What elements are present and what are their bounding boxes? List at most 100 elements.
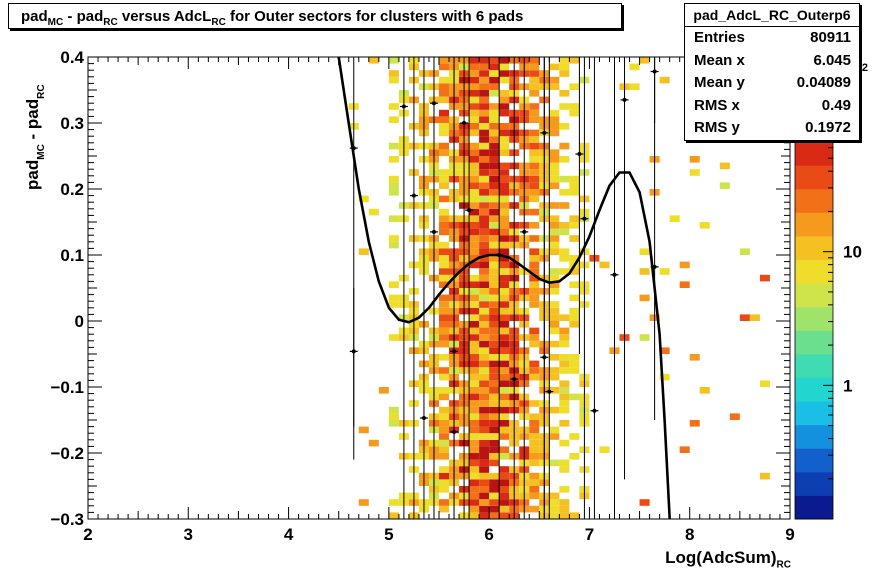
heatmap-cell: [689, 156, 700, 163]
heatmap-cell: [569, 314, 580, 321]
heatmap-cell: [529, 327, 540, 335]
color-scale-cell: [795, 283, 833, 308]
heatmap-cell: [549, 83, 560, 90]
heatmap-cell: [479, 235, 490, 242]
heatmap-cell: [388, 156, 399, 163]
heatmap-cell: [479, 294, 490, 302]
profile-point: [610, 57, 619, 519]
x-axis-label-sub: RC: [776, 559, 791, 571]
heatmap-cell: [479, 420, 490, 427]
heatmap-cell: [469, 175, 480, 183]
heatmap-cell: [479, 195, 490, 203]
heatmap-cell: [469, 208, 480, 216]
heatmap-cell: [479, 426, 490, 434]
heatmap-cell: [489, 83, 500, 90]
heatmap-cell: [739, 314, 750, 321]
heatmap-cell: [469, 499, 480, 506]
heatmap-cell: [659, 76, 670, 84]
heatmap-cell: [559, 340, 570, 348]
stats-row: Entries 80911: [685, 27, 859, 50]
heatmap-cell: [489, 420, 500, 427]
heatmap-cell: [439, 433, 450, 440]
color-scale-cell: [795, 165, 833, 190]
heatmap-cell: [679, 446, 690, 453]
heatmap-cell: [439, 255, 450, 262]
heatmap-cell: [659, 373, 670, 381]
heatmap-cell: [479, 492, 490, 500]
heatmap-cell: [569, 294, 580, 302]
heatmap-cell: [469, 76, 480, 84]
heatmap-cell: [388, 57, 399, 64]
heatmap-cell: [469, 142, 480, 150]
heatmap-cell: [679, 261, 690, 269]
heatmap-cell: [439, 307, 450, 315]
heatmap-cell: [499, 413, 510, 420]
heatmap-cell: [439, 486, 450, 493]
heatmap-cell: [549, 215, 560, 222]
heatmap-cell: [489, 162, 500, 170]
heatmap-cell: [549, 340, 560, 348]
heatmap-cell: [469, 459, 480, 467]
heatmap-cell: [469, 294, 480, 302]
heatmap-cell: [499, 486, 510, 493]
heatmap-cell: [439, 420, 450, 427]
heatmap-cell: [479, 268, 490, 275]
heatmap-cell: [529, 505, 540, 513]
heatmap-cell: [559, 255, 570, 262]
heatmap-cell: [549, 162, 560, 170]
heatmap-cell: [569, 393, 580, 401]
heatmap-cell: [439, 466, 450, 473]
heatmap-cell: [469, 354, 480, 361]
heatmap-cell: [529, 400, 540, 407]
heatmap-cell: [479, 499, 490, 506]
heatmap-cell: [549, 222, 560, 229]
heatmap-cell: [439, 195, 450, 203]
heatmap-cell: [529, 334, 540, 341]
heatmap-cell: [489, 129, 500, 137]
heatmap-cell: [358, 499, 369, 506]
heatmap-cell: [529, 136, 540, 143]
heatmap-cell: [368, 439, 379, 447]
profile-marker: [462, 121, 467, 125]
heatmap-cell: [529, 446, 540, 453]
heatmap-cell: [479, 116, 490, 123]
heatmap-cell: [529, 367, 540, 374]
heatmap-cell: [499, 182, 510, 189]
heatmap-cell: [469, 288, 480, 295]
heatmap-cell: [469, 512, 480, 519]
heatmap-cell: [499, 103, 510, 110]
heatmap-cell: [549, 109, 560, 117]
heatmap-cell: [489, 222, 500, 229]
heatmap-cell: [439, 123, 450, 130]
heatmap-cell: [549, 426, 560, 434]
heatmap-cell: [489, 281, 500, 288]
heatmap-cell: [559, 202, 570, 209]
heatmap-cell: [569, 215, 580, 222]
heatmap-cell: [499, 195, 510, 203]
heatmap-cell: [388, 499, 399, 506]
color-scale-cell: [795, 212, 833, 237]
heatmap-cell: [559, 466, 570, 473]
stats-rows: Entries 80911 Mean x 6.045 Mean y 0.04089 RMS …: [685, 27, 859, 140]
heatmap-cell: [489, 268, 500, 275]
heatmap-cell: [439, 76, 450, 84]
profile-marker: [401, 104, 406, 109]
profile-point: [575, 57, 584, 354]
heatmap-cell: [439, 248, 450, 255]
heatmap-cell: [469, 413, 480, 420]
heatmap-cell: [569, 255, 580, 262]
color-scale-cell: [795, 188, 833, 213]
x-tick-label: 3: [184, 525, 193, 544]
heatmap-cell: [559, 505, 570, 513]
heatmap-cell: [479, 479, 490, 486]
heatmap-cell: [479, 90, 490, 97]
heatmap-cell: [569, 235, 580, 242]
heatmap-cell: [639, 57, 650, 64]
heatmap-cell: [499, 387, 510, 394]
heatmap-cell: [479, 202, 490, 209]
heatmap-cell: [469, 433, 480, 440]
heatmap-cell: [368, 208, 379, 216]
heatmap-cell: [489, 288, 500, 295]
heatmap-cell: [479, 327, 490, 335]
heatmap-cell: [569, 307, 580, 315]
